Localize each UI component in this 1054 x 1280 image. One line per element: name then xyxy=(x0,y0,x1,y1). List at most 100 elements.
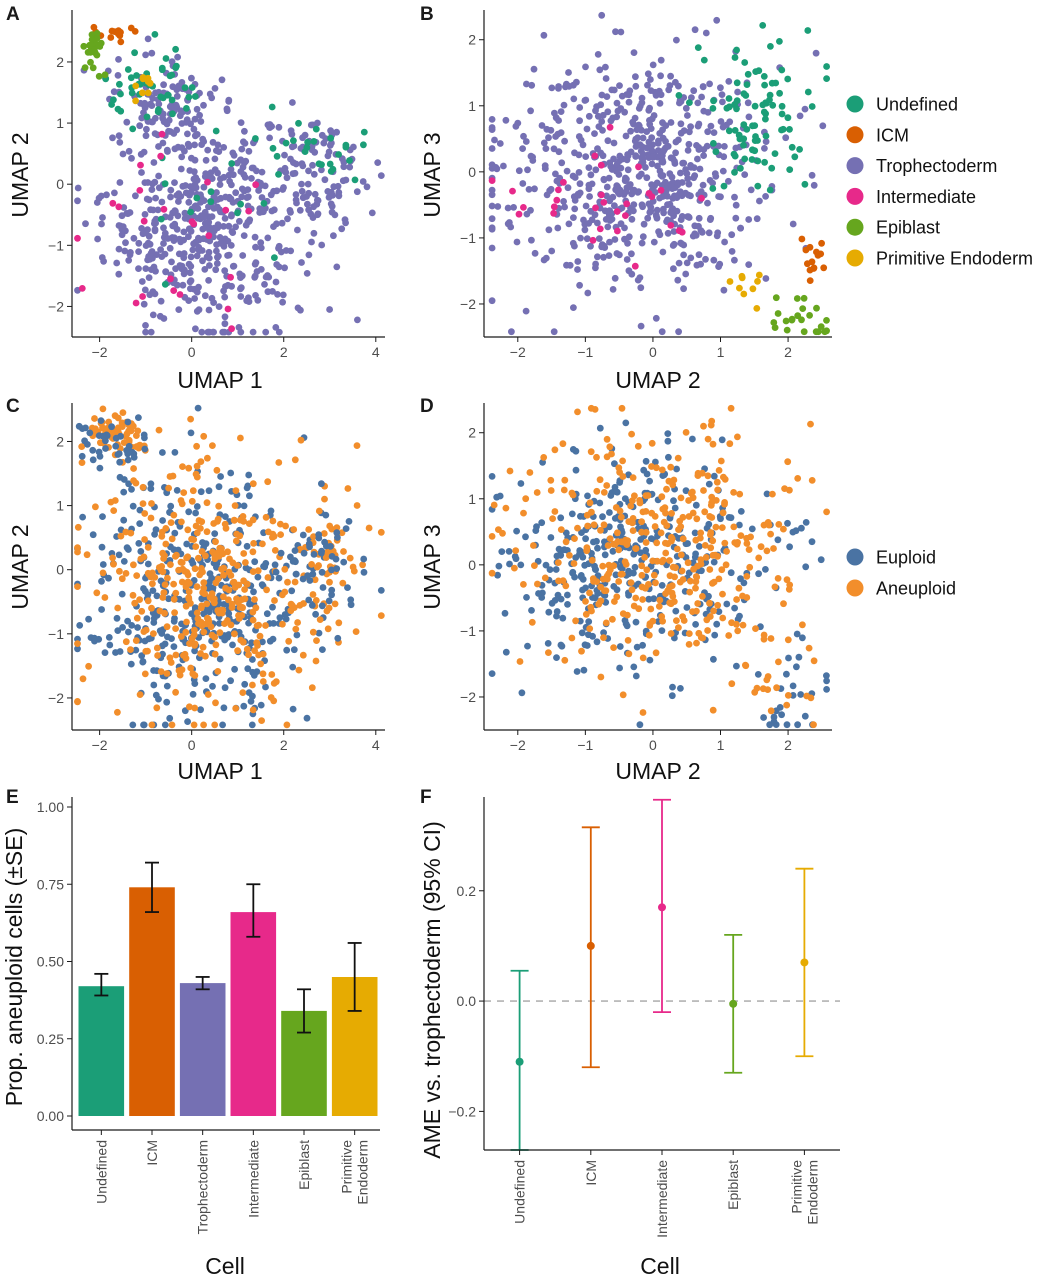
point-trophectoderm xyxy=(297,306,304,314)
y-tick-label: −2 xyxy=(48,690,64,706)
point-aneuploid xyxy=(270,532,278,540)
point-aneuploid xyxy=(612,504,620,511)
point-euploid xyxy=(328,566,335,574)
point-trophectoderm xyxy=(188,74,195,82)
point-trophectoderm xyxy=(647,203,655,211)
point-trophectoderm xyxy=(155,184,163,192)
point-trophectoderm xyxy=(145,274,153,281)
point-trophectoderm xyxy=(658,328,666,336)
y-tick-label: 0.0 xyxy=(457,993,477,1009)
point-epiblast xyxy=(88,31,96,39)
point-euploid xyxy=(760,714,767,721)
point-euploid xyxy=(727,569,735,577)
point-trophectoderm xyxy=(550,145,558,153)
point-trophectoderm xyxy=(206,90,214,98)
point-euploid xyxy=(553,608,561,615)
point-trophectoderm xyxy=(693,142,700,149)
point-trophectoderm xyxy=(595,123,603,130)
point-aneuploid xyxy=(191,640,199,648)
point-euploid xyxy=(248,639,255,647)
point-aneuploid xyxy=(249,480,257,488)
point-trophectoderm xyxy=(232,189,240,197)
point-euploid xyxy=(557,514,565,522)
point-trophectoderm xyxy=(298,160,306,168)
point-undefined xyxy=(801,180,809,188)
point-intermediate xyxy=(589,236,597,244)
point-trophectoderm xyxy=(177,165,185,173)
point-undefined xyxy=(769,101,777,109)
point-aneuploid xyxy=(639,596,646,603)
point-aneuploid xyxy=(225,586,233,594)
point-undefined xyxy=(823,63,830,70)
point-euploid xyxy=(577,572,585,579)
point-undefined xyxy=(766,96,773,104)
y-tick-label: 0 xyxy=(468,557,476,573)
point-aneuploid xyxy=(780,600,787,608)
point-aneuploid xyxy=(165,484,173,492)
point-aneuploid xyxy=(191,704,199,712)
point-aneuploid xyxy=(671,573,678,581)
point-trophectoderm xyxy=(630,186,638,194)
point-aneuploid xyxy=(568,634,576,642)
point-trophectoderm xyxy=(289,99,296,106)
point-aneuploid xyxy=(164,574,171,582)
point-trophectoderm xyxy=(187,227,195,235)
point-trophectoderm xyxy=(656,100,664,107)
bar-trophectoderm xyxy=(179,983,226,1116)
point-epiblast xyxy=(89,64,97,72)
point-aneuploid xyxy=(773,684,780,692)
point-undefined xyxy=(725,95,733,102)
point-euploid xyxy=(116,473,124,481)
point-undefined xyxy=(791,153,799,161)
point-aneuploid xyxy=(178,666,186,674)
point-trophectoderm xyxy=(731,256,738,264)
point-euploid xyxy=(584,492,591,500)
point-trophectoderm xyxy=(195,306,203,314)
point-aneuploid xyxy=(240,550,248,557)
point-aneuploid xyxy=(158,563,166,570)
point-euploid xyxy=(577,512,584,520)
point-aneuploid xyxy=(662,509,669,517)
point-undefined xyxy=(709,105,717,112)
y-axis-title-b: UMAP 3 xyxy=(419,132,445,217)
point-aneuploid xyxy=(632,594,640,602)
point-intermediate xyxy=(596,225,604,233)
point-trophectoderm xyxy=(136,122,144,130)
point-trophectoderm xyxy=(579,141,587,149)
point-trophectoderm xyxy=(144,179,152,186)
point-aneuploid xyxy=(715,467,723,474)
point-trophectoderm xyxy=(694,155,701,163)
point-euploid xyxy=(312,610,319,618)
point-euploid xyxy=(258,581,266,588)
point-aneuploid xyxy=(511,564,518,572)
point-aneuploid xyxy=(268,671,276,678)
point-trophectoderm xyxy=(157,246,165,254)
point-aneuploid xyxy=(257,660,265,668)
point-trophectoderm xyxy=(138,278,146,285)
point-aneuploid xyxy=(224,617,231,624)
point-trophectoderm xyxy=(564,184,572,192)
point-euploid xyxy=(251,558,259,566)
point-undefined xyxy=(133,72,140,79)
point-euploid xyxy=(310,551,318,558)
point-trophectoderm xyxy=(531,185,538,193)
point-aneuploid xyxy=(641,554,648,561)
point-trophectoderm xyxy=(160,240,167,247)
point-trophectoderm xyxy=(152,219,160,227)
point-euploid xyxy=(689,435,696,443)
point-aneuploid xyxy=(714,601,722,609)
point-aneuploid xyxy=(739,621,747,629)
point-euploid xyxy=(130,454,138,461)
x-tick-label-line: Intermediate xyxy=(245,1140,261,1218)
point-aneuploid xyxy=(609,615,616,623)
point-aneuploid xyxy=(692,536,700,544)
x-tick-label-line: ICM xyxy=(144,1140,160,1166)
point-intermediate xyxy=(645,190,653,197)
point-euploid xyxy=(645,595,653,603)
point-trophectoderm xyxy=(639,134,647,142)
bar-chart-e: Undefined ICM Trophectoderm Intermediate Epi… xyxy=(37,797,380,1234)
point-undefined xyxy=(768,164,776,172)
point-trophectoderm xyxy=(581,226,589,234)
point-trophectoderm xyxy=(690,174,698,182)
